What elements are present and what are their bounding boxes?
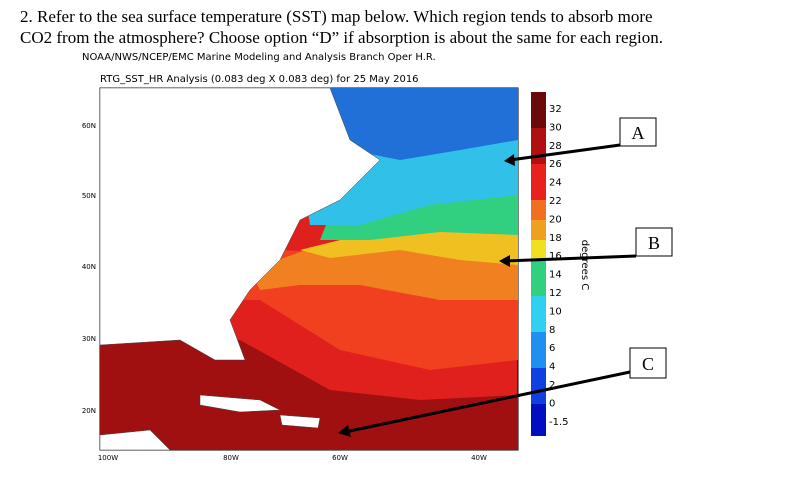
colorbar-label: -1.5 xyxy=(549,417,569,428)
arrows xyxy=(344,143,637,434)
lon-label: 80W xyxy=(223,454,239,462)
lat-label: 30N xyxy=(82,335,96,343)
colorbar-label: 30 xyxy=(549,122,562,133)
colorbar-label: 0 xyxy=(549,398,555,409)
colorbar xyxy=(531,92,546,436)
colorbar-label: 4 xyxy=(549,362,555,373)
map xyxy=(99,87,519,451)
colorbar-label: 6 xyxy=(549,343,555,354)
colorbar-label: 16 xyxy=(549,251,562,262)
lon-label: 60W xyxy=(332,454,348,462)
option-label: B xyxy=(648,233,660,253)
colorbar-label: 8 xyxy=(549,325,555,336)
colorbar-label: 18 xyxy=(549,233,562,244)
colorbar-label: 10 xyxy=(549,306,562,317)
question-line: CO2 from the atmosphere? Choose option “… xyxy=(20,28,663,47)
colorbar-label: 2 xyxy=(549,380,555,391)
lat-label: 20N xyxy=(82,407,96,415)
colorbar-unit: degrees C xyxy=(579,240,590,290)
option-label: C xyxy=(642,354,654,374)
question-line: 2. Refer to the sea surface temperature … xyxy=(20,7,653,26)
option-label: A xyxy=(632,123,645,143)
colorbar-label: 28 xyxy=(549,141,562,152)
colorbar-label: 14 xyxy=(549,270,562,281)
lat-label: 50N xyxy=(82,192,96,200)
map-source: NOAA/NWS/NCEP/EMC Marine Modeling and An… xyxy=(82,52,436,63)
lon-label: 100W xyxy=(98,454,118,462)
lon-label: 40W xyxy=(471,454,487,462)
colorbar-label: 20 xyxy=(549,214,562,225)
lat-label: 60N xyxy=(82,122,96,130)
colorbar-label: 32 xyxy=(549,104,562,115)
map-title: RTG_SST_HR Analysis (0.083 deg X 0.083 d… xyxy=(100,74,419,85)
colorbar-label: 24 xyxy=(549,178,562,189)
colorbar-label: 12 xyxy=(549,288,562,299)
lat-label: 40N xyxy=(82,263,96,271)
colorbar-label: 22 xyxy=(549,196,562,207)
colorbar-label: 26 xyxy=(549,159,562,170)
